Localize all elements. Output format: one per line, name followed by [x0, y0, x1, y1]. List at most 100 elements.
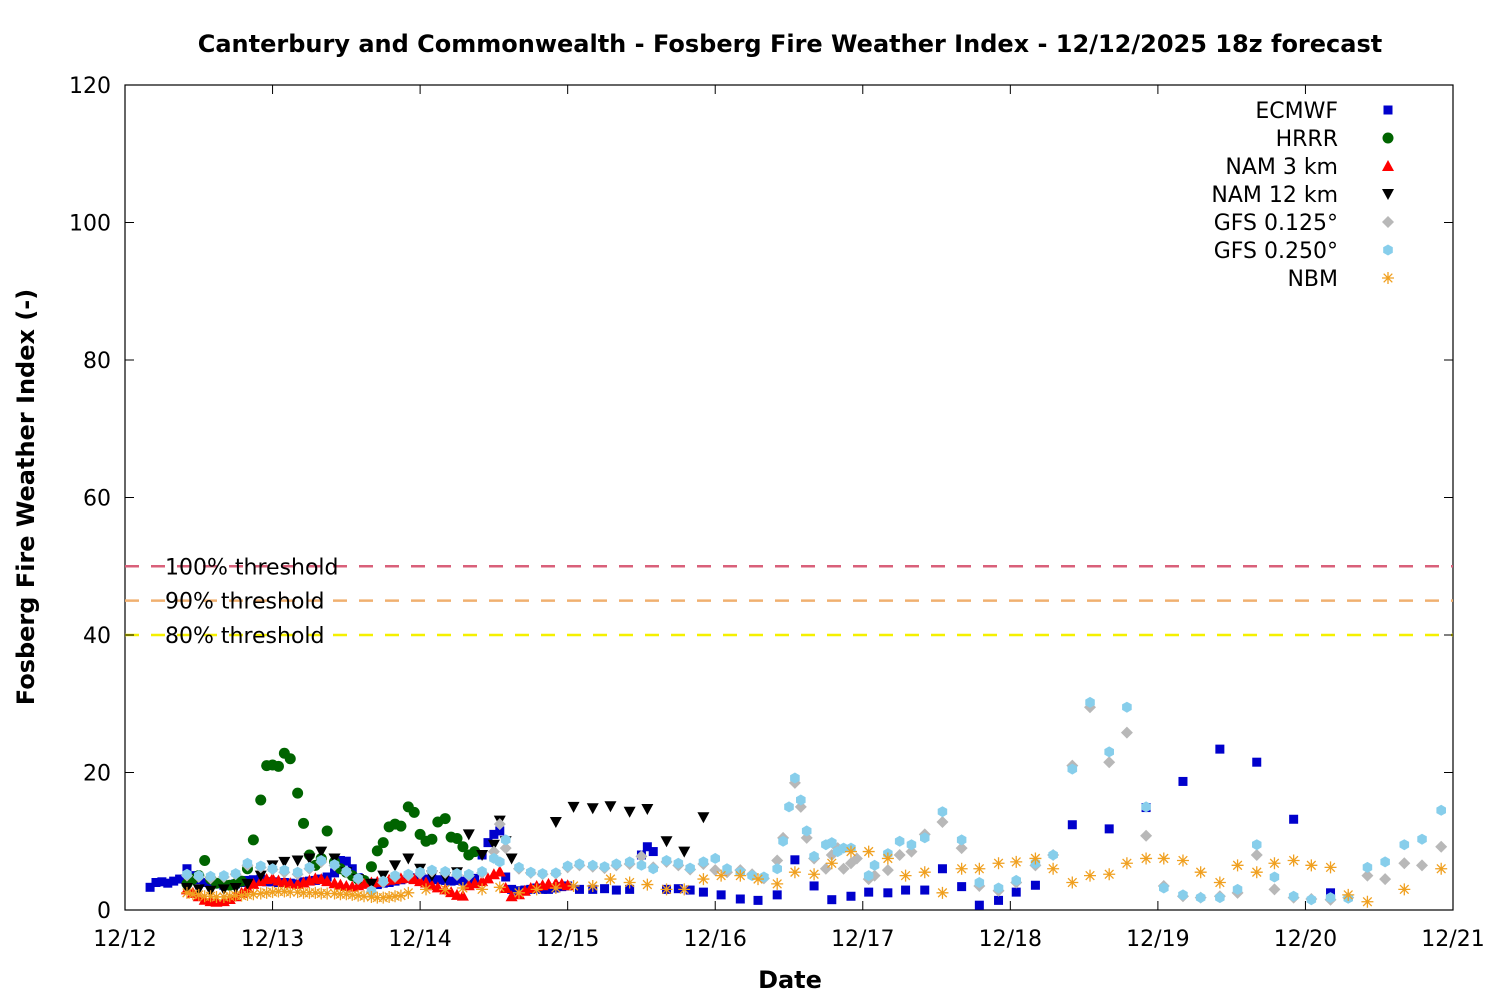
point-nbm	[247, 888, 260, 901]
point-ecmwf	[347, 864, 357, 874]
point-nbm	[697, 873, 710, 886]
point-gfs-0-250	[526, 866, 536, 878]
point-nbm	[1305, 859, 1318, 872]
point-ecmwf	[698, 887, 708, 897]
point-ecmwf	[901, 885, 911, 895]
point-hrrr	[395, 820, 407, 832]
threshold-label-80-threshold: 80% threshold	[165, 624, 325, 649]
threshold-lines: 100% threshold 90% threshold 80% threshold	[125, 555, 1453, 649]
point-nbm	[825, 857, 838, 870]
point-gfs-0-125	[1103, 756, 1116, 769]
point-nbm	[1287, 854, 1300, 867]
point-ecmwf	[827, 895, 837, 905]
point-nbm	[1140, 852, 1153, 865]
series-gfs-0-250	[182, 696, 1446, 906]
point-gfs-0-250	[809, 850, 819, 862]
point-gfs-0-125	[850, 852, 863, 865]
point-gfs-0-250	[182, 868, 192, 880]
point-gfs-0-125	[1361, 869, 1374, 882]
point-ecmwf	[157, 877, 167, 887]
point-ecmwf	[846, 891, 856, 901]
point-nbm	[734, 869, 747, 882]
point-hrrr	[371, 845, 383, 857]
point-gfs-0-125	[1416, 859, 1429, 872]
point-nam-3-km	[284, 877, 297, 889]
legend-label-nbm: NBM	[1287, 267, 1338, 292]
point-nbm	[918, 866, 931, 879]
point-nam-3-km	[561, 879, 574, 891]
legend-marker-nam-3-km	[1382, 160, 1394, 171]
point-nbm	[604, 873, 617, 886]
threshold-label-90-threshold: 90% threshold	[165, 590, 325, 615]
point-nam-12-km	[697, 812, 710, 824]
point-nbm	[752, 873, 765, 886]
point-hrrr	[457, 841, 469, 853]
point-gfs-0-125	[499, 842, 512, 855]
point-ecmwf	[685, 885, 695, 895]
point-gfs-0-250	[790, 772, 800, 784]
data-marks	[145, 696, 1448, 910]
y-axis-title: Fosberg Fire Weather Index (-)	[12, 289, 40, 705]
point-gfs-0-250	[230, 868, 241, 880]
point-ecmwf	[957, 882, 967, 892]
point-ecmwf	[642, 842, 652, 852]
series-nbm	[180, 845, 1448, 908]
plot-area	[124, 84, 1454, 911]
point-gfs-0-250	[267, 863, 278, 875]
point-nbm	[456, 882, 469, 894]
point-gfs-0-125	[905, 845, 918, 858]
point-hrrr	[247, 834, 259, 846]
point-gfs-0-250	[256, 860, 266, 872]
point-gfs-0-250	[685, 862, 695, 874]
point-nbm	[1029, 852, 1042, 865]
point-nbm	[586, 879, 599, 892]
x-tick-label: 12/18	[979, 927, 1042, 952]
point-nbm	[808, 868, 821, 881]
legend-marker-gfs-0-250	[1383, 244, 1393, 256]
point-nbm	[567, 879, 580, 892]
point-nbm	[1324, 861, 1337, 874]
point-gfs-0-250	[869, 859, 880, 871]
series-nam-12-km	[180, 801, 710, 897]
point-nbm	[1010, 855, 1023, 868]
point-ecmwf	[1215, 744, 1225, 754]
point-nbm	[1250, 866, 1263, 879]
threshold-label-100-threshold: 100% threshold	[165, 555, 339, 580]
point-nam-12-km	[487, 839, 500, 851]
point-ecmwf	[611, 885, 621, 895]
point-ecmwf	[200, 878, 210, 887]
point-nam-12-km	[303, 853, 316, 865]
point-nbm	[992, 857, 1005, 870]
point-nam-12-km	[623, 806, 636, 818]
point-gfs-0-250	[648, 863, 658, 875]
point-nam-12-km	[241, 878, 254, 890]
point-nbm	[1398, 883, 1411, 896]
point-nbm	[1231, 859, 1244, 872]
point-nbm	[1157, 852, 1170, 865]
point-gfs-0-250	[329, 859, 340, 871]
point-gfs-0-250	[403, 868, 414, 880]
point-hrrr	[199, 855, 211, 866]
point-nbm	[278, 885, 291, 898]
y-tick-label: 60	[83, 487, 111, 512]
point-nam-12-km	[660, 836, 673, 848]
point-ecmwf	[574, 884, 584, 894]
point-nam-12-km	[641, 803, 654, 815]
plot-border	[124, 84, 1454, 911]
point-gfs-0-125	[800, 831, 813, 844]
point-nbm	[328, 887, 341, 900]
point-ecmwf	[433, 875, 443, 885]
point-ecmwf	[483, 838, 493, 848]
point-ecmwf	[489, 829, 499, 839]
point-gfs-0-250	[1141, 801, 1151, 813]
point-nbm	[394, 889, 407, 902]
point-gfs-0-250	[1417, 833, 1427, 845]
point-ecmwf	[335, 856, 345, 865]
point-gfs-0-125	[1398, 857, 1411, 870]
point-nbm	[973, 862, 986, 875]
point-gfs-0-250	[1399, 839, 1410, 851]
point-gfs-0-250	[599, 861, 610, 873]
point-gfs-0-250	[588, 859, 598, 871]
point-gfs-0-250	[1306, 894, 1317, 906]
